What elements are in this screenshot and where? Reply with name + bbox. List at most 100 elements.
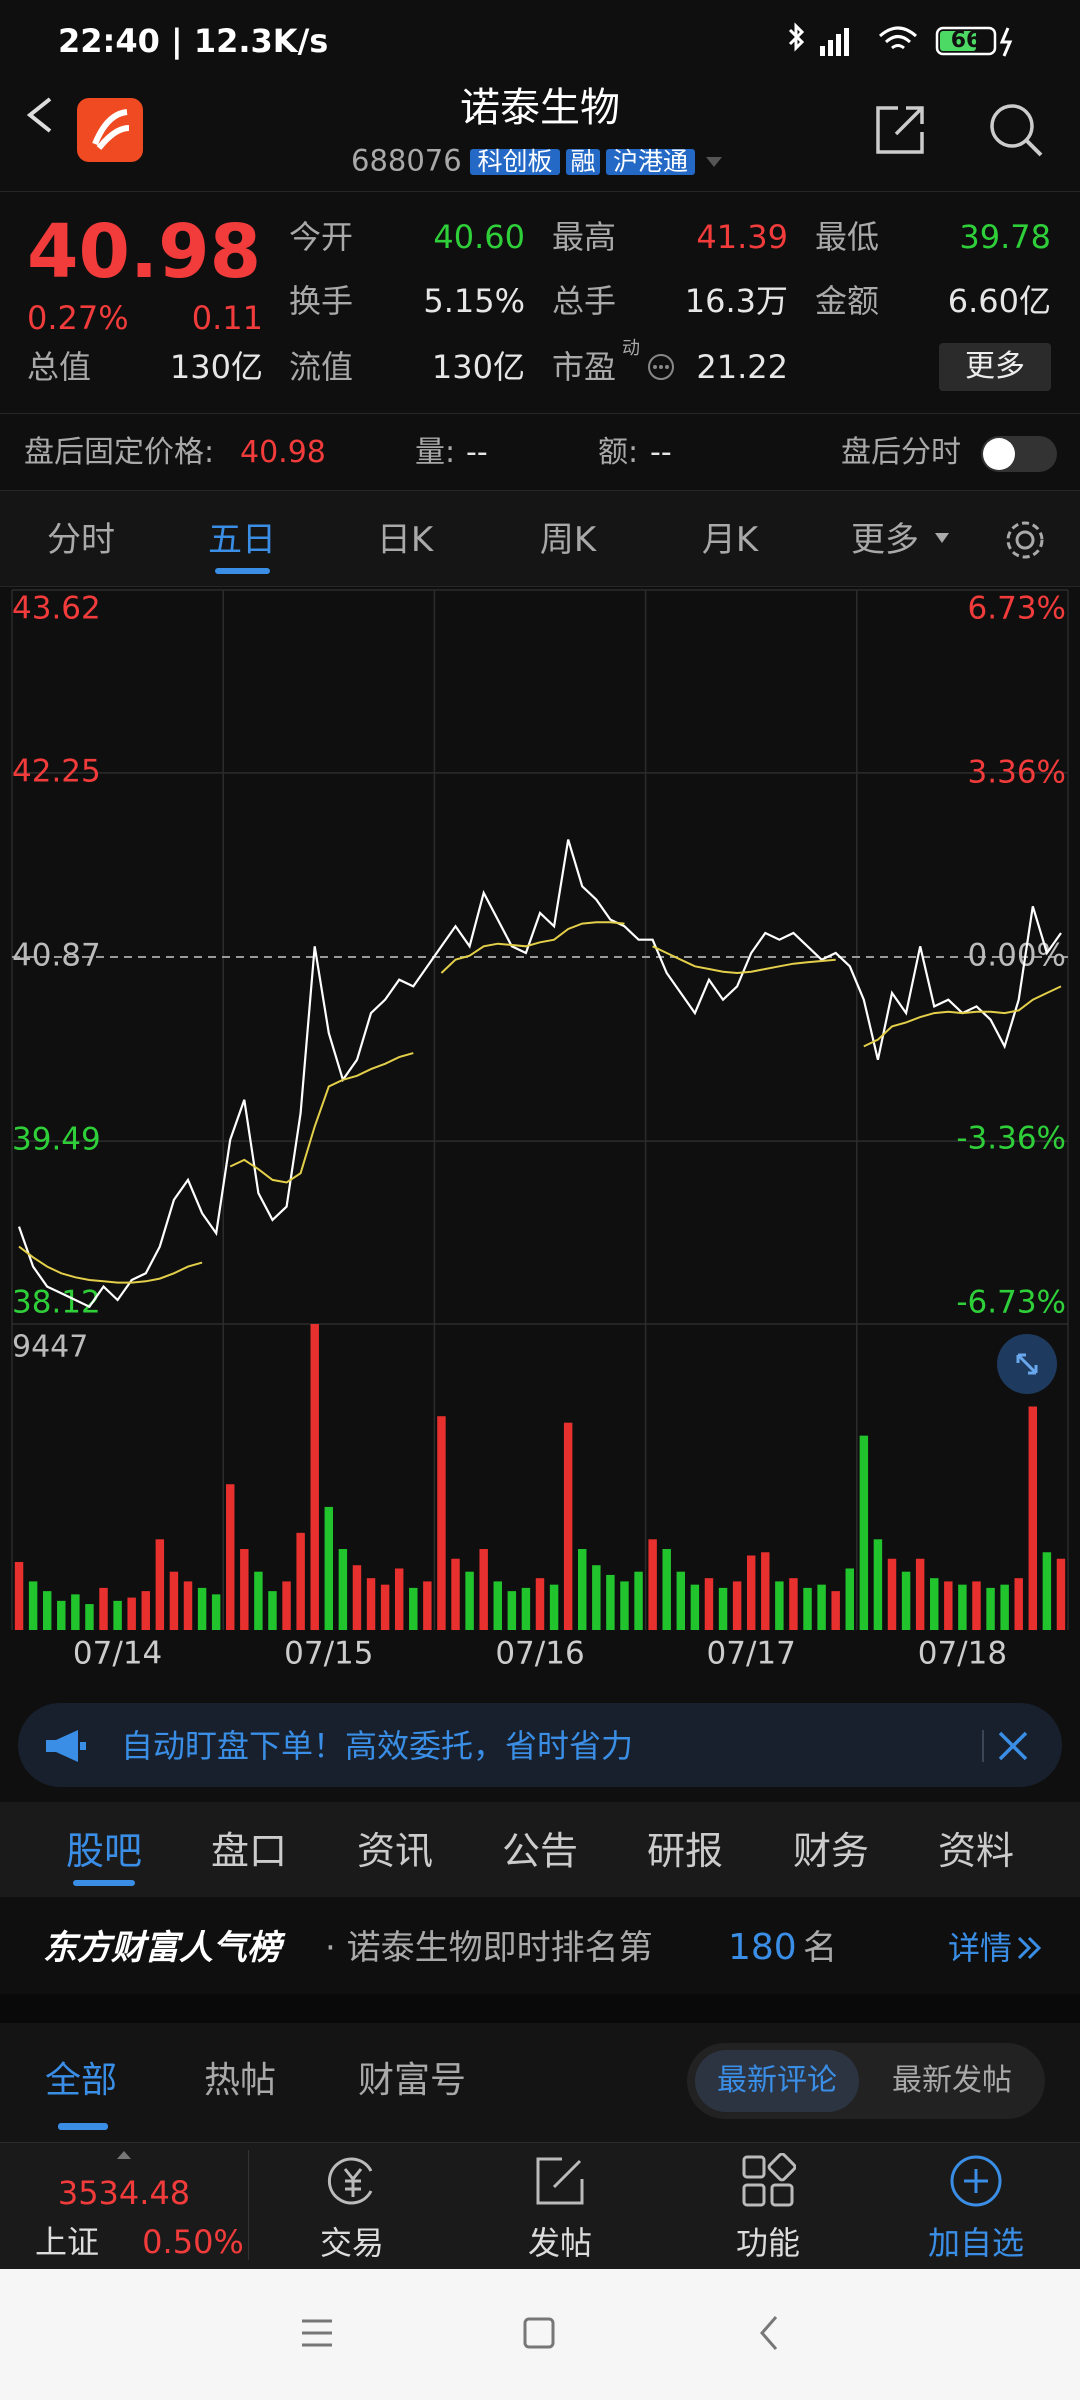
section-tab[interactable]: 财务 xyxy=(792,1829,870,1873)
close-banner[interactable] xyxy=(997,1730,1029,1762)
search-button[interactable] xyxy=(986,100,1046,160)
back-button[interactable] xyxy=(20,95,60,135)
feed-tab-active[interactable]: 全部 xyxy=(44,2060,118,2101)
section-tab[interactable]: 资料 xyxy=(937,1829,1015,1873)
y2-tick-label: -6.73% xyxy=(956,1285,1066,1321)
volume-bar xyxy=(606,1574,615,1630)
expand-button[interactable] xyxy=(996,1333,1058,1395)
volume-bar xyxy=(563,1422,573,1630)
post-icon[interactable] xyxy=(532,2153,588,2209)
status-time: 22:40 | 12.3K/s xyxy=(58,22,329,60)
link-arrows[interactable] xyxy=(1016,1936,1044,1960)
add-watchlist-icon[interactable] xyxy=(948,2153,1004,2209)
volume-bar xyxy=(42,1591,52,1630)
chart-tab[interactable]: 分时 xyxy=(47,520,115,560)
pe-info[interactable] xyxy=(646,352,676,382)
promo-banner[interactable] xyxy=(18,1703,1062,1787)
index-change[interactable]: 0.50% xyxy=(142,2223,244,2261)
chart-tab-active[interactable]: 五日 xyxy=(208,520,276,560)
volume-bar xyxy=(901,1571,911,1630)
date-label: 07/14 xyxy=(73,1636,162,1672)
after-hours-label: 盘后固定价格: xyxy=(24,435,215,470)
index-value[interactable]: 3534.48 xyxy=(57,2174,191,2212)
divider xyxy=(0,413,1080,414)
feed-tab[interactable]: 热帖 xyxy=(203,2060,277,2101)
volume-bar xyxy=(183,1581,193,1630)
system-nav xyxy=(0,2269,1080,2400)
volume-bar xyxy=(958,1584,967,1630)
nav-label[interactable]: 交易 xyxy=(319,2224,385,2262)
field-value: 130亿 xyxy=(431,348,525,386)
more-button[interactable] xyxy=(939,343,1051,391)
chart-tab[interactable]: 日K xyxy=(376,520,434,560)
battery-level: 66 xyxy=(950,28,982,53)
chart-tab[interactable]: 月K xyxy=(701,520,759,560)
volume-bar xyxy=(986,1587,995,1630)
nav-label[interactable]: 加自选 xyxy=(927,2224,1025,2262)
tag: 沪港通 xyxy=(606,149,695,175)
field-value: 16.3万 xyxy=(684,282,788,320)
change: 0.11 xyxy=(191,299,263,337)
sort-option[interactable]: 最新发帖 xyxy=(892,2063,1012,2098)
section-tab[interactable]: 资讯 xyxy=(356,1829,434,1873)
nav-label[interactable]: 功能 xyxy=(735,2224,801,2262)
index-arrow xyxy=(117,2151,131,2159)
settings-button[interactable] xyxy=(1000,515,1050,565)
more-button-label[interactable]: 更多 xyxy=(965,349,1025,384)
nav-label[interactable]: 发帖 xyxy=(527,2224,593,2262)
volume-bar xyxy=(507,1591,517,1630)
back-system-button[interactable] xyxy=(760,2316,778,2350)
volume-bar xyxy=(366,1578,376,1630)
volume-bar xyxy=(141,1591,150,1630)
trade-icon[interactable] xyxy=(325,2153,381,2209)
volume-bar xyxy=(240,1549,249,1630)
share-button[interactable] xyxy=(872,102,928,158)
volume-bar xyxy=(873,1539,883,1630)
date-label: 07/18 xyxy=(918,1636,1007,1672)
field-value: 130亿 xyxy=(169,348,263,386)
volume-bar xyxy=(535,1578,545,1630)
banner-text[interactable]: 自动盯盘下单！高效委托，省时省力 xyxy=(121,1727,634,1765)
functions-icon[interactable] xyxy=(740,2153,796,2209)
section-tab[interactable]: 研报 xyxy=(646,1829,724,1873)
feed-tab[interactable]: 财富号 xyxy=(357,2060,467,2101)
volume-bar xyxy=(57,1600,66,1630)
field-value: 41.39 xyxy=(696,218,788,256)
volume-bar xyxy=(28,1581,38,1630)
y2-tick-label: 6.73% xyxy=(968,591,1066,627)
section-tab[interactable]: 公告 xyxy=(501,1829,579,1873)
volume-bar xyxy=(71,1594,80,1630)
volume-bar xyxy=(169,1571,179,1630)
volume-bar xyxy=(1000,1584,1009,1630)
volume-tick-label: 9447 xyxy=(12,1330,88,1365)
chart-tab[interactable]: 周K xyxy=(539,520,597,560)
ranking-link[interactable]: 详情 xyxy=(947,1929,1012,1967)
stock-code: 688076 xyxy=(351,143,462,178)
volume-bar xyxy=(845,1568,854,1630)
menu-button[interactable] xyxy=(302,2319,332,2347)
dropdown-arrow[interactable] xyxy=(704,155,724,169)
change-pct: 0.27% xyxy=(27,299,129,337)
section-tab-active[interactable]: 股吧 xyxy=(65,1829,143,1873)
volume-bar xyxy=(676,1571,686,1630)
nav-divider xyxy=(248,2150,249,2260)
volume-bar xyxy=(296,1532,305,1630)
index-name[interactable]: 上证 xyxy=(34,2223,100,2261)
chart-tab[interactable]: 更多 xyxy=(851,520,919,560)
average-line xyxy=(18,921,1062,1284)
after-hours-toggle[interactable] xyxy=(981,436,1057,472)
tab-underline xyxy=(58,2123,108,2130)
tab-underline xyxy=(215,568,270,574)
home-button[interactable] xyxy=(523,2317,555,2349)
after-hours-price: 40.98 xyxy=(240,435,326,470)
field-label: 最高 xyxy=(552,218,617,256)
divider xyxy=(0,586,1080,587)
volume-bar xyxy=(451,1558,460,1630)
volume-bar xyxy=(423,1581,432,1630)
volume-bar xyxy=(479,1549,488,1630)
sort-option-active[interactable]: 最新评论 xyxy=(717,2063,837,2098)
volume-bar xyxy=(803,1587,812,1630)
section-tab[interactable]: 盘口 xyxy=(210,1829,288,1873)
